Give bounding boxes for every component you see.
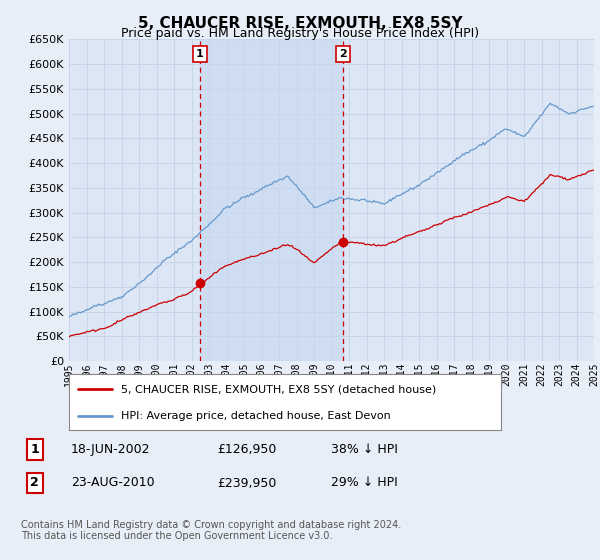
Text: 5, CHAUCER RISE, EXMOUTH, EX8 5SY (detached house): 5, CHAUCER RISE, EXMOUTH, EX8 5SY (detac… (121, 384, 436, 394)
Text: Contains HM Land Registry data © Crown copyright and database right 2024.
This d: Contains HM Land Registry data © Crown c… (21, 520, 401, 542)
Text: 23-AUG-2010: 23-AUG-2010 (71, 477, 155, 489)
Text: 1: 1 (31, 443, 39, 456)
Text: £239,950: £239,950 (217, 477, 277, 489)
Text: £126,950: £126,950 (217, 443, 277, 456)
Text: 1: 1 (196, 49, 203, 59)
Text: 29% ↓ HPI: 29% ↓ HPI (331, 477, 398, 489)
Text: 2: 2 (31, 477, 39, 489)
Text: HPI: Average price, detached house, East Devon: HPI: Average price, detached house, East… (121, 411, 391, 421)
Text: 5, CHAUCER RISE, EXMOUTH, EX8 5SY: 5, CHAUCER RISE, EXMOUTH, EX8 5SY (137, 16, 463, 31)
Text: 38% ↓ HPI: 38% ↓ HPI (331, 443, 398, 456)
Text: 18-JUN-2002: 18-JUN-2002 (71, 443, 151, 456)
Bar (200, 39, 343, 361)
Text: 2: 2 (339, 49, 347, 59)
Text: Price paid vs. HM Land Registry's House Price Index (HPI): Price paid vs. HM Land Registry's House … (121, 27, 479, 40)
